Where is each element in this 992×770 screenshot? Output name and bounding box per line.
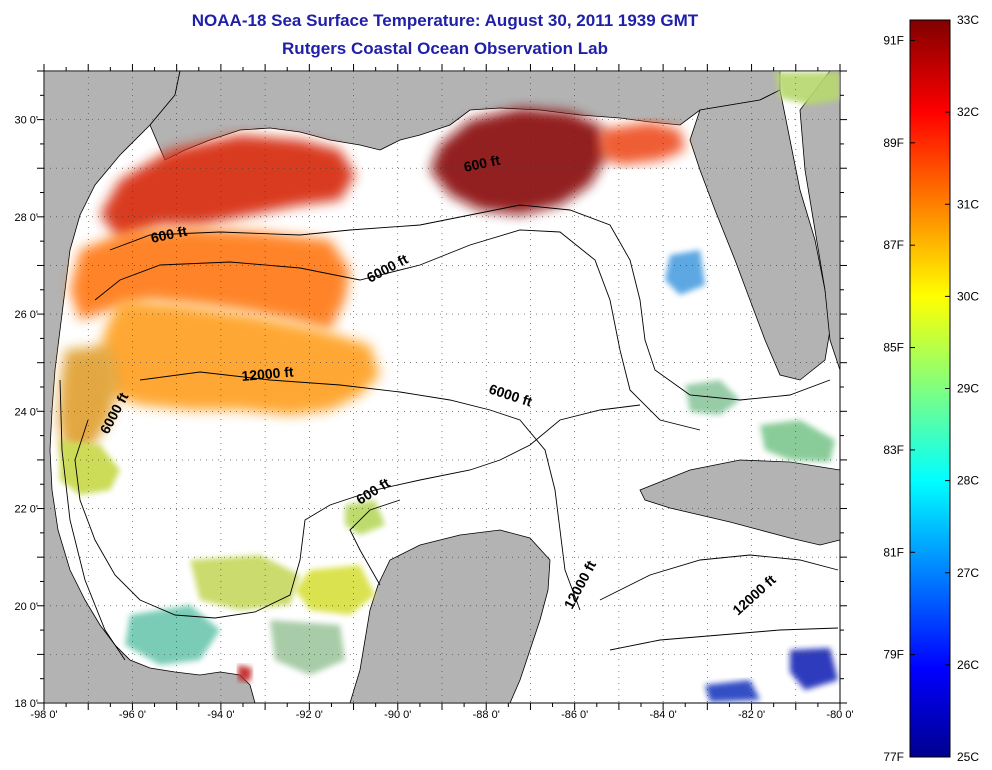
- x-tick-label: -92 0': [296, 709, 323, 721]
- colorbar-fahrenheit-labels: 91F 89F 87F 85F 83F 81F 79F 77F: [883, 33, 904, 764]
- colorbar-c-label: 25C: [957, 750, 979, 764]
- colorbar-f-label: 85F: [883, 341, 904, 355]
- colorbar-celsius-labels: 33C 32C 31C 30C 29C 28C 27C 26C 25C: [957, 13, 979, 764]
- land-florida: [689, 89, 831, 381]
- colorbar: [909, 19, 951, 758]
- colorbar-f-label: 89F: [883, 136, 904, 150]
- x-tick-label: -98 0': [30, 709, 57, 721]
- colorbar-f-label: 77F: [883, 750, 904, 764]
- x-tick-label: -88 0': [473, 709, 500, 721]
- x-tick-label: -84 0': [650, 709, 677, 721]
- colorbar-c-label: 28C: [957, 474, 979, 488]
- y-tick-label: 28 0': [14, 212, 38, 224]
- land: [44, 71, 840, 703]
- colorbar-c-label: 33C: [957, 13, 979, 27]
- y-tick-label: 18 0': [14, 698, 38, 710]
- colorbar-c-label: 31C: [957, 197, 979, 211]
- sst-overlay: [58, 72, 840, 702]
- x-tick-label: -96 0': [119, 709, 146, 721]
- land-florida-east: [799, 71, 840, 371]
- contour-label-600ft-north: 600 ft: [462, 152, 501, 175]
- y-tick-label: 30 0': [14, 115, 38, 127]
- colorbar-ticks: [910, 19, 950, 758]
- y-tick-labels: 18 0' 20 0' 22 0' 24 0' 26 0' 28 0' 30 0': [14, 115, 38, 710]
- x-tick-label: -94 0': [207, 709, 234, 721]
- colorbar-c-label: 27C: [957, 566, 979, 580]
- bathymetry-contours: [59, 204, 839, 661]
- colorbar-f-label: 91F: [883, 33, 904, 47]
- land-texas-mexico: [44, 71, 256, 703]
- colorbar-f-label: 81F: [883, 545, 904, 559]
- x-tick-label: -90 0': [384, 709, 411, 721]
- contour-label-600ft-west: 600 ft: [149, 223, 188, 246]
- colorbar-c-label: 32C: [957, 105, 979, 119]
- axis-ticks: [37, 64, 847, 710]
- y-tick-label: 20 0': [14, 601, 38, 613]
- colorbar-c-label: 29C: [957, 382, 979, 396]
- x-tick-label: -86 0': [561, 709, 588, 721]
- colorbar-f-label: 87F: [883, 238, 904, 252]
- map-title: NOAA-18 Sea Surface Temperature: August …: [191, 11, 699, 30]
- colorbar-c-label: 30C: [957, 289, 979, 303]
- contour-label-12000ft-central: 12000 ft: [241, 363, 295, 384]
- y-tick-label: 22 0': [14, 504, 38, 516]
- land-yucatan: [349, 529, 551, 703]
- x-tick-label: -80 0': [826, 709, 853, 721]
- colorbar-f-label: 79F: [883, 648, 904, 662]
- graticule: [44, 71, 840, 703]
- colorbar-f-label: 83F: [883, 443, 904, 457]
- land-cuba: [639, 459, 840, 546]
- map-subtitle: Rutgers Coastal Ocean Observation Lab: [282, 39, 608, 58]
- y-tick-label: 26 0': [14, 309, 38, 321]
- x-tick-labels: -98 0' -96 0' -94 0' -92 0' -90 0' -88 0' -86 …: [30, 709, 853, 721]
- y-tick-label: 24 0': [14, 406, 38, 418]
- x-tick-label: -82 0': [738, 709, 765, 721]
- colorbar-c-label: 26C: [957, 658, 979, 672]
